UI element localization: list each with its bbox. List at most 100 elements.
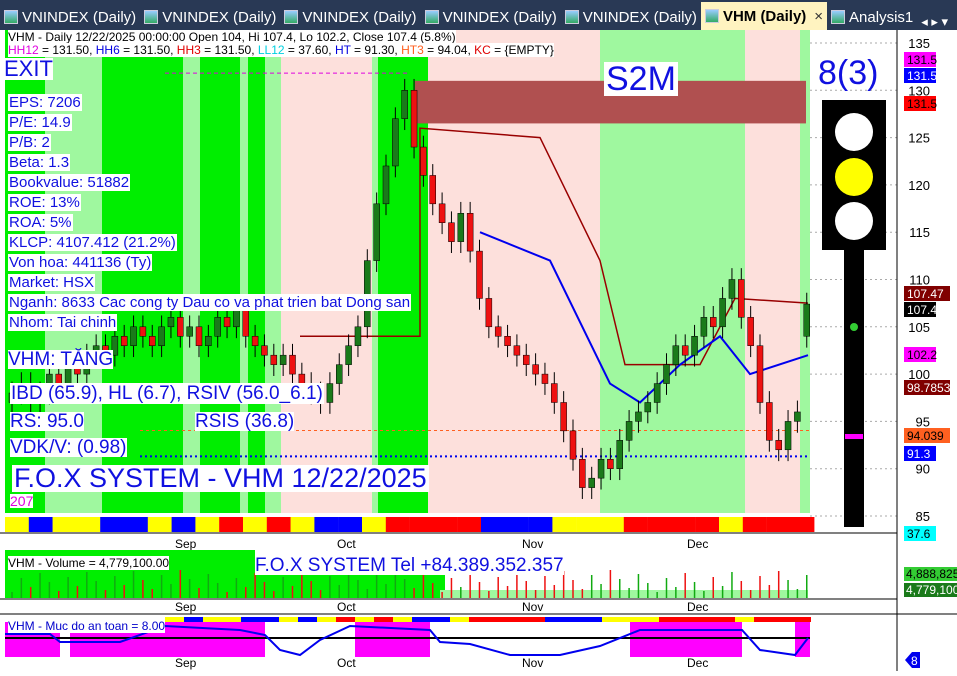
candle [382,165,390,205]
rs-label: RS: 95.0 [10,411,84,432]
candle [270,354,278,365]
tab-3[interactable]: VNINDEX (Daily) [421,4,561,30]
signal-strip [362,517,386,532]
vdk-label: VDK/V: (0.98) [10,437,127,458]
chart-window: 85 90 95 100 105 110 115 120 125 130 135 Sep Sep Sep O… [0,30,957,676]
tab-label: VHM (Daily) [722,7,807,25]
candle [766,402,773,441]
tab-1[interactable]: VNINDEX (Daily) [140,4,280,30]
candle [485,298,493,328]
tab-0[interactable]: VNINDEX (Daily) [0,4,140,30]
price-label: 131.5 [907,69,937,83]
tab-4[interactable]: VNINDEX (Daily) [561,4,701,30]
date-tick: Sep [175,656,197,670]
candle [681,345,689,356]
fundamental-item: Beta: 1.3 [8,154,71,171]
signal-strip [5,517,29,532]
signal-strip [647,517,672,532]
candle [336,364,343,384]
level-value: = 131.50, [38,43,96,57]
candle [756,345,764,403]
candle [607,458,614,469]
candle [251,336,259,346]
background-band [200,30,240,513]
chart-tab-icon [144,10,159,24]
level-value: = 37.60, [284,43,335,57]
tab-scroll-icon[interactable]: ◂ ▸ ▾ [921,14,949,29]
signal-strip [409,517,434,532]
candle [719,298,726,328]
signal-strip [600,517,624,532]
tab-5[interactable]: VHM (Daily) × [700,2,828,30]
signal-strip [790,517,815,532]
rsis-label: RSIS (36.8) [195,411,295,432]
close-tab-icon[interactable]: × [814,7,824,25]
level-key: HT [334,43,351,57]
chart-tab-icon [704,9,719,23]
level-value: = {EMPTY} [490,43,554,57]
tab-label: VNINDEX (Daily) [22,8,137,26]
level-key: HT3 [401,43,424,57]
safety-strip [526,617,545,622]
safety-strip [165,617,184,622]
price-tick: 110 [909,273,930,288]
price-label-bg [904,286,950,301]
candle [560,402,567,432]
background-band [102,30,183,513]
tab-label: VNINDEX (Daily) [442,8,557,26]
chart-tab-icon [4,10,18,24]
price-label: 98.7853 [907,381,951,395]
candle [494,326,502,337]
candle [579,458,586,488]
signal-strip [719,517,743,532]
candle [111,336,119,356]
candle [373,203,380,261]
background-band [281,30,372,513]
candle [700,317,708,337]
price-label-bg [904,68,936,83]
background-band [240,30,248,513]
background-band [183,30,200,513]
candle [401,90,408,119]
candle [120,336,128,346]
safety-zone [630,622,742,657]
safety-zone [795,622,810,657]
date-tick: Nov [522,537,543,551]
safety-strip [545,617,564,622]
safety-strip [488,617,507,622]
candle [205,336,212,346]
candle [167,317,175,328]
signal-strip [124,517,148,532]
candle [710,317,717,328]
tab-6[interactable]: Analysis1 [827,4,917,30]
ibd-label: IBD (65.9), HL (6.7), RSIV (56.0_6.1) [10,383,324,404]
price-label: 107.47 [907,287,944,301]
ohlc-header: VHM - Daily 12/22/2025 00:00:00 Open 104… [8,30,456,44]
chart-tab-icon [284,10,299,24]
date-tick: Oct [337,656,356,670]
exit-signal: EXIT [4,56,53,81]
price-label: 131.5 [907,97,937,111]
level-value: = 91.30, [350,43,402,57]
chart-canvas[interactable]: 85 90 95 100 105 110 115 120 125 130 135 Sep Sep Sep O… [0,30,957,676]
background-band [248,30,265,513]
safety-strip [773,617,792,622]
candle [625,421,633,441]
price-tick: 115 [909,225,930,240]
candle [653,383,661,403]
price-tick: 85 [916,509,930,524]
signal-strip [766,517,791,532]
price-label-bg [904,52,936,67]
price-label-bg [904,302,936,317]
signal-strip [457,517,482,532]
safety-strip [355,617,374,622]
safety-strip [583,617,602,622]
volume-axis-label: 4,779,100 [906,583,957,597]
price-label: 131.5 [907,53,937,67]
safety-value-tag [905,652,920,668]
signal-strip [147,517,172,532]
tab-2[interactable]: VNINDEX (Daily) [280,4,420,30]
chart-tab-icon [564,10,579,24]
volume-axis-bg [904,583,957,597]
signal-strip [528,517,553,532]
